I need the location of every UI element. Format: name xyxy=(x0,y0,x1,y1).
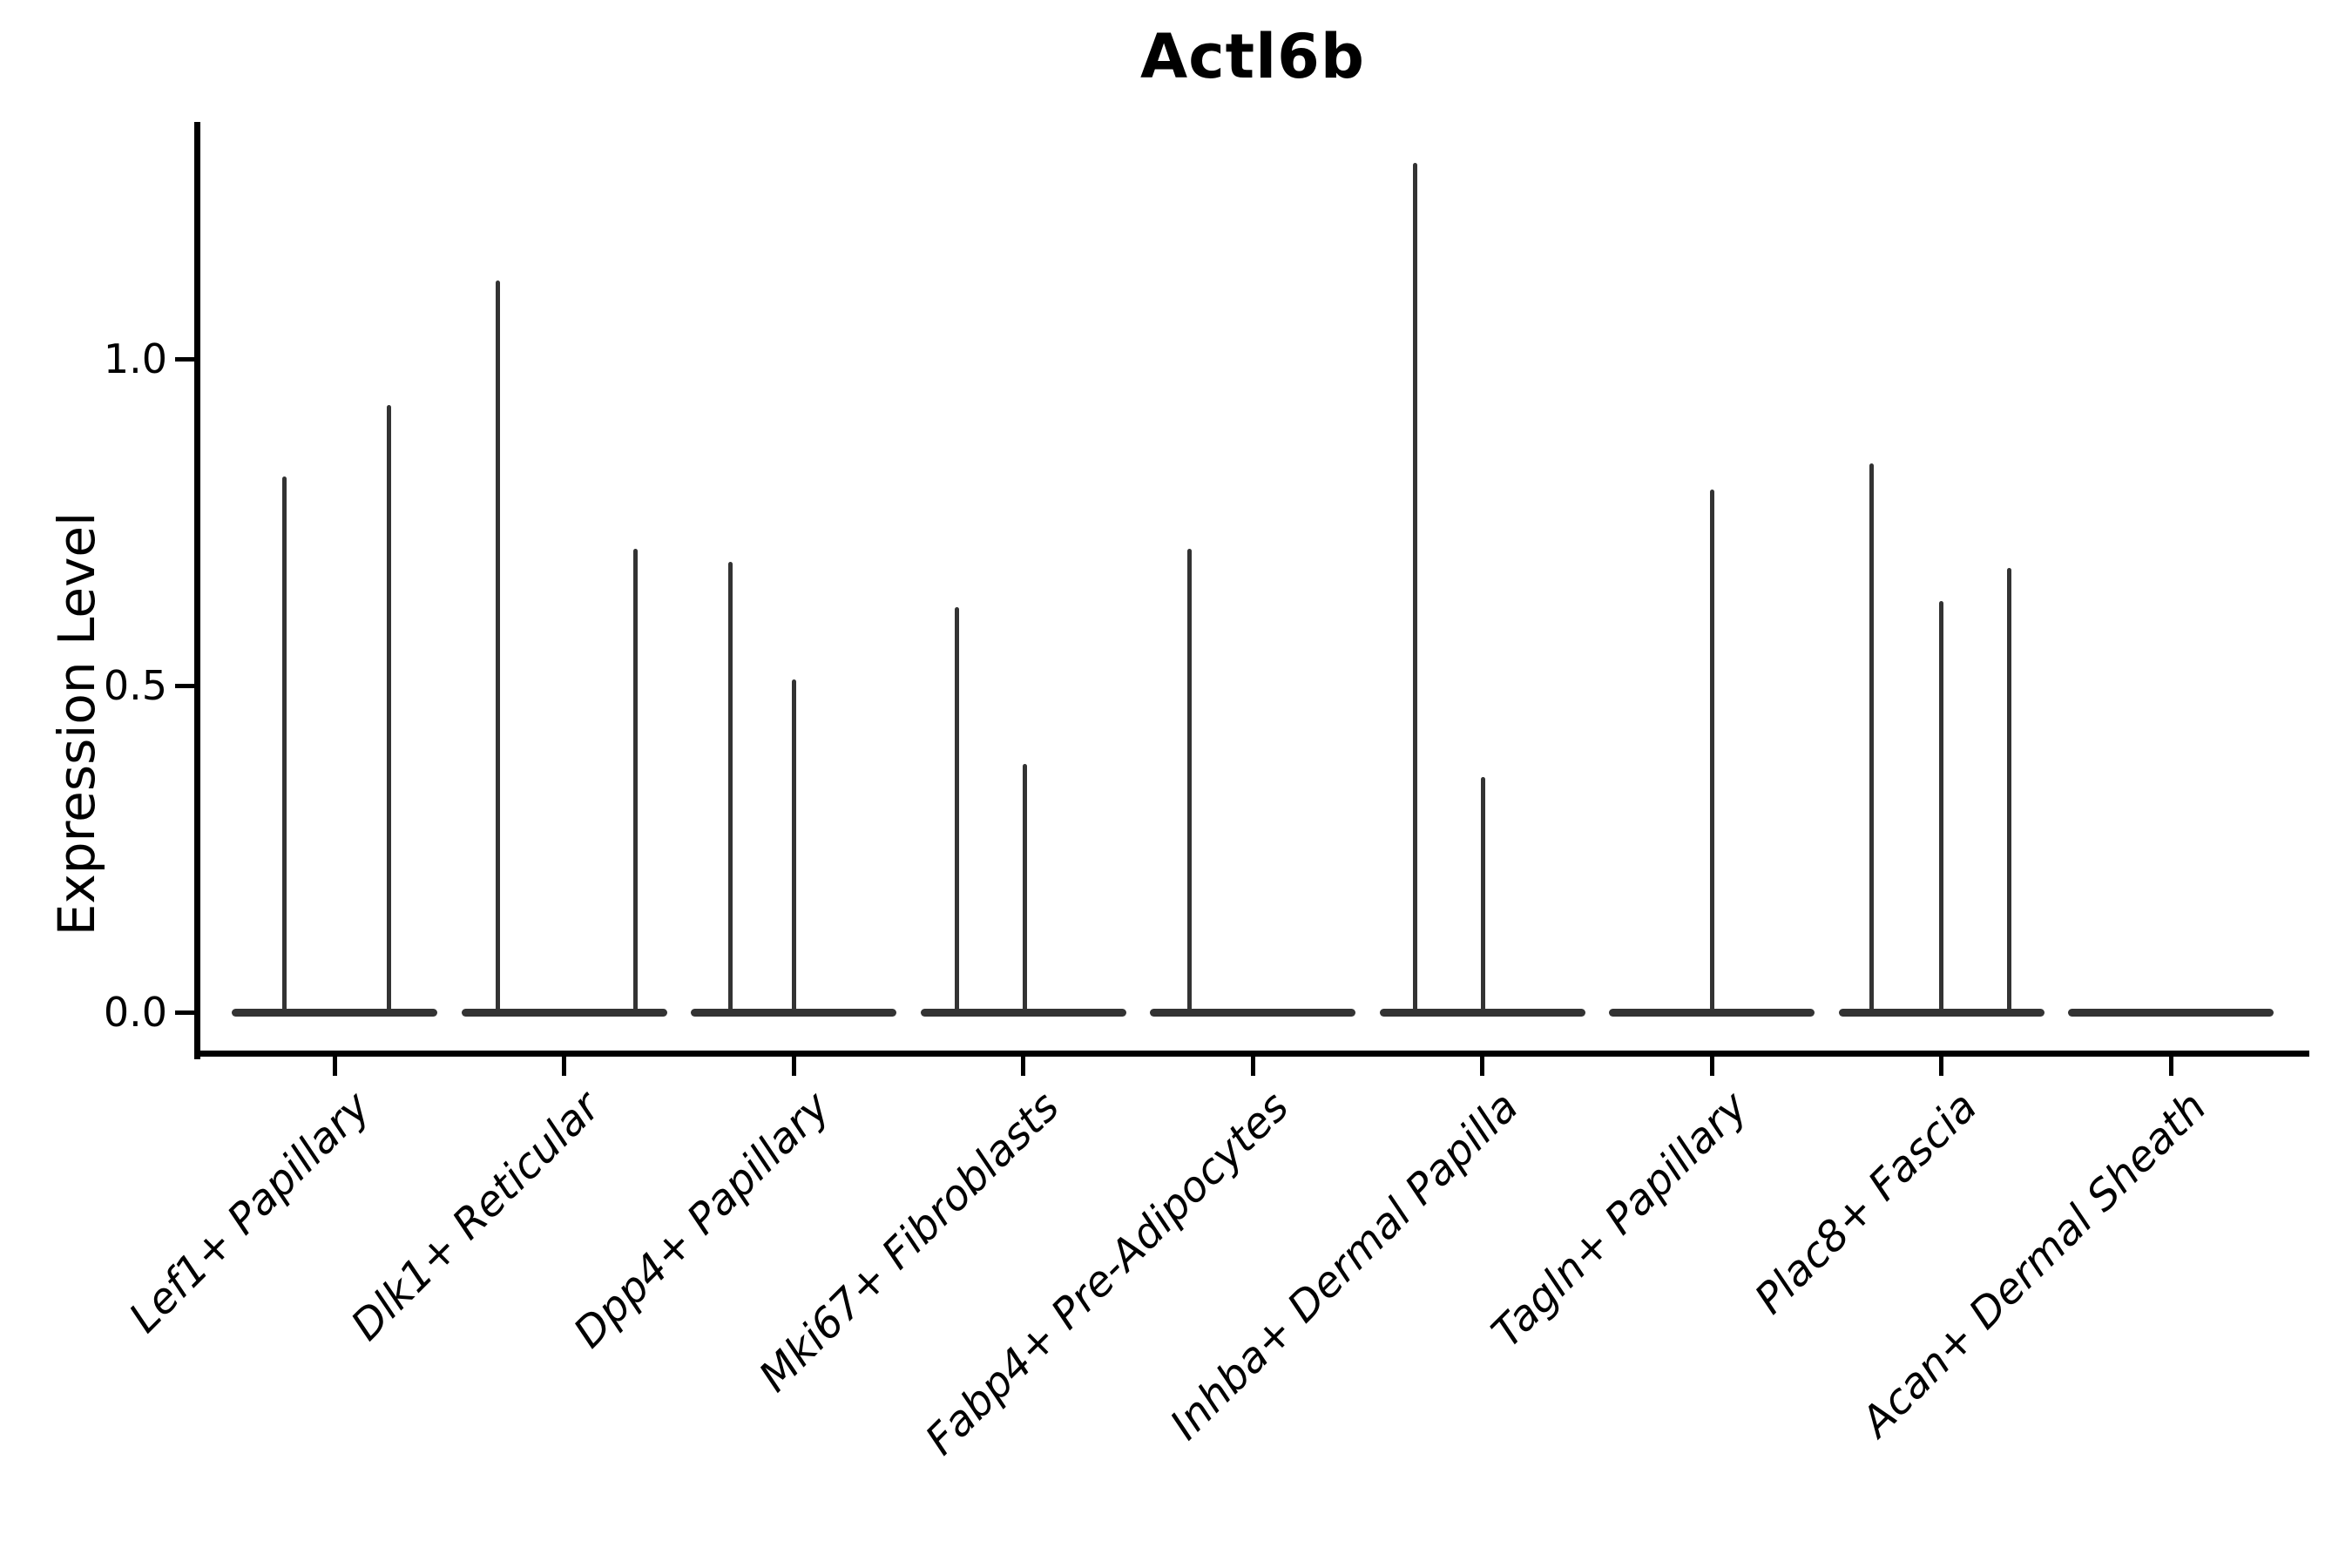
y-axis-label: Expression Level xyxy=(47,511,106,936)
violin-spike xyxy=(2007,568,2011,1012)
x-axis-spine xyxy=(194,1051,2309,1057)
violin-spike xyxy=(281,476,287,1012)
violin-spike xyxy=(1413,163,1417,1012)
x-tick-mark xyxy=(332,1057,337,1076)
violin-spike xyxy=(727,561,733,1012)
violin-spike xyxy=(496,280,500,1012)
violin-spike xyxy=(955,607,959,1012)
violin-base xyxy=(1379,1008,1585,1017)
x-tick-label: Plac8+ Fascia xyxy=(1746,1082,1987,1324)
y-tick-label: 1.0 xyxy=(103,335,167,382)
x-tick-label: Tagln+ Papillary xyxy=(1482,1082,1758,1357)
violin-base xyxy=(2068,1008,2274,1017)
violin-spike xyxy=(633,548,638,1012)
x-tick-mark xyxy=(1939,1057,1943,1076)
violin-spike xyxy=(1709,490,1714,1012)
x-tick-label: Lef1+ Papillary xyxy=(120,1082,381,1342)
y-tick-label: 0.0 xyxy=(103,989,167,1036)
violin-spike xyxy=(1481,777,1485,1012)
y-tick-mark xyxy=(175,1010,194,1015)
x-tick-mark xyxy=(1250,1057,1255,1076)
violin-base xyxy=(920,1008,1126,1017)
violin-base xyxy=(1838,1008,2044,1017)
violin-spike xyxy=(1869,463,1874,1012)
violin-spike xyxy=(386,404,391,1012)
x-tick-mark xyxy=(562,1057,566,1076)
x-tick-mark xyxy=(1480,1057,1484,1076)
violin-spike xyxy=(791,679,796,1012)
plot-title: Actl6b xyxy=(1140,21,1365,92)
y-tick-mark xyxy=(175,356,194,362)
x-tick-mark xyxy=(1709,1057,1714,1076)
x-tick-label: Fabp4+ Pre-Adipocytes xyxy=(916,1082,1299,1465)
y-axis-spine xyxy=(194,122,200,1059)
violin-spike xyxy=(1186,548,1192,1012)
violin-spike xyxy=(1023,764,1027,1012)
x-tick-mark xyxy=(2168,1057,2173,1076)
violin-base xyxy=(461,1008,667,1017)
y-tick-label: 0.5 xyxy=(103,662,167,709)
violin-base xyxy=(232,1008,437,1017)
x-tick-mark xyxy=(791,1057,796,1076)
x-tick-mark xyxy=(1021,1057,1025,1076)
x-tick-label: Dlk1+ Reticular xyxy=(341,1082,610,1350)
violin-base xyxy=(1150,1008,1355,1017)
violin-base xyxy=(1609,1008,1815,1017)
violin-spike xyxy=(1939,600,1943,1012)
x-tick-label: Dpp4+ Papillary xyxy=(564,1082,840,1358)
y-tick-mark xyxy=(175,683,194,688)
violin-base xyxy=(691,1008,896,1017)
